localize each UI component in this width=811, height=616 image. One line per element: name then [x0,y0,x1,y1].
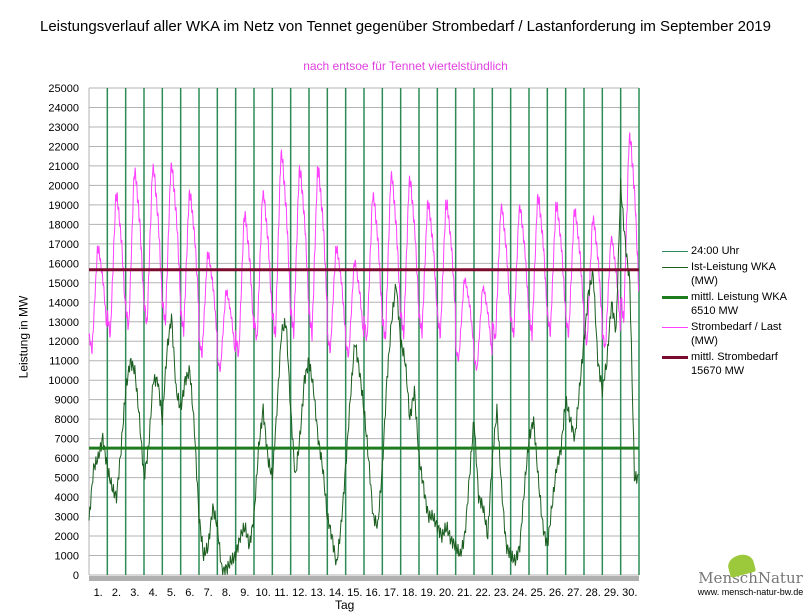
x-tick-label: 20. [439,587,454,599]
y-tick-label: 11000 [49,356,79,368]
legend-item-load: Strombedarf / Last (MW) [662,320,801,348]
x-tick-label: 3. [130,587,139,599]
y-tick-label: 21000 [48,161,79,173]
y-tick-label: 8000 [55,414,79,426]
y-tick-label: 17000 [48,239,79,251]
legend: 24:00 Uhr Ist-Leistung WKA (MW) mittl. L… [662,244,801,380]
x-tick-label: 11. [274,587,288,599]
x-tick-label: 9. [240,587,249,599]
legend-label: Ist-Leistung WKA (MW) [691,261,776,287]
y-tick-label: 1000 [55,551,79,563]
legend-label: mittl. Strombedarf 15670 MW [691,351,778,377]
chart-subtitle: nach entsoe für Tennet viertelstündlich [303,59,508,73]
x-tick-label: 21. [457,587,472,599]
y-tick-label: 5000 [55,473,79,485]
x-tick-label: 2. [112,587,121,599]
chart-title: Leistungsverlauf aller WKA im Netz von T… [40,18,771,35]
y-tick-label: 14000 [48,297,79,309]
legend-item-dayline: 24:00 Uhr [662,244,801,258]
x-tick-label: 5. [167,587,176,599]
x-tick-label: 30. [622,587,637,599]
y-tick-label: 22000 [48,141,79,153]
y-tick-label: 23000 [48,122,79,134]
y-tick-label: 2000 [55,531,79,543]
y-tick-label: 18000 [48,219,79,231]
x-tick-label: 12. [292,587,307,599]
legend-label: Strombedarf / Last (MW) [691,321,782,347]
x-tick-label: 6. [185,587,194,599]
load-series [88,132,640,373]
legend-label: mittl. Leistung WKA 6510 MW [691,291,787,317]
y-tick-label: 20000 [48,180,79,192]
x-axis-band [89,576,639,581]
x-tick-label: 27. [567,587,582,599]
logo: MenschNatur www. mensch-natur-bw.de [690,551,811,597]
x-tick-label: 1. [94,587,103,599]
y-tick-label: 19000 [48,200,79,212]
x-tick-label: 13. [311,587,326,599]
y-tick-label: 6000 [55,453,79,465]
y-tick-label: 25000 [48,83,79,95]
legend-label: 24:00 Uhr [691,245,740,257]
y-tick-label: 9000 [55,395,79,407]
legend-item-load-mean: mittl. Strombedarf 15670 MW [662,350,801,378]
x-tick-label: 23. [494,587,509,599]
y-tick-label: 0 [73,570,79,582]
x-tick-label: 16. [366,587,381,599]
x-tick-label: 7. [204,587,213,599]
x-tick-label: 22. [476,587,491,599]
x-tick-label: 19. [421,587,436,599]
y-axis-label: Leistung in MW [16,295,31,379]
legend-item-wind-mean: mittl. Leistung WKA 6510 MW [662,290,801,318]
logo-url: www. mensch-natur-bw.de [697,587,804,597]
x-tick-label: 29. [604,587,619,599]
legend-item-wind: Ist-Leistung WKA (MW) [662,260,801,288]
x-tick-label: 28. [586,587,601,599]
y-tick-label: 24000 [48,102,79,114]
y-tick-label: 3000 [55,512,79,524]
x-tick-label: 18. [402,587,417,599]
x-tick-label: 8. [222,587,231,599]
x-tick-label: 10. [256,587,271,599]
logo-name: MenschNatur [698,569,803,587]
x-tick-label: 25. [531,587,546,599]
x-tick-label: 17. [384,587,399,599]
x-tick-label: 15. [347,587,362,599]
x-tick-label: 26. [549,587,564,599]
y-tick-label: 13000 [48,317,79,329]
y-tick-label: 4000 [55,492,79,504]
y-tick-label: 7000 [55,434,79,446]
y-tick-label: 12000 [48,336,79,348]
x-tick-label: 4. [149,587,158,599]
y-tick-label: 10000 [48,375,79,387]
wind-series [88,178,639,576]
y-tick-label: 16000 [48,258,79,270]
x-axis-label: Tag [335,598,355,612]
x-tick-label: 24. [512,587,527,599]
y-tick-label: 15000 [48,278,79,290]
x-tick-label: 14. [329,587,344,599]
